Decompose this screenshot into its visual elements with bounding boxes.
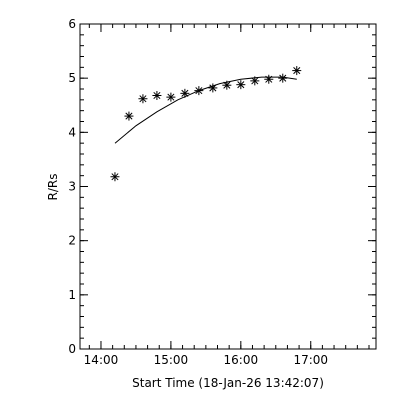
plot-frame [79, 23, 377, 350]
asterisk-marker [292, 66, 302, 76]
y-tick-label: 0 [68, 342, 76, 356]
asterisk-marker [124, 111, 134, 121]
x-axis-label: Start Time (18-Jan-26 13:42:07) [132, 376, 324, 390]
asterisk-marker [236, 80, 246, 90]
asterisk-marker [194, 86, 204, 96]
data-points-layer [110, 66, 302, 182]
asterisk-marker [138, 94, 148, 104]
asterisk-marker [208, 83, 218, 93]
asterisk-marker [110, 172, 120, 182]
asterisk-marker [264, 74, 274, 84]
y-tick-label: 2 [68, 234, 76, 248]
fit-line-layer [114, 76, 297, 144]
asterisk-marker [222, 80, 232, 90]
y-tick-label: 6 [68, 17, 76, 31]
y-tick-label: 5 [68, 71, 76, 85]
asterisk-marker [250, 76, 260, 86]
asterisk-marker [278, 73, 288, 83]
asterisk-marker [180, 88, 190, 98]
asterisk-marker [166, 92, 176, 102]
x-tick-labels: 14:00 15:00 16:00 17:00 [84, 353, 328, 367]
asterisk-marker [152, 91, 162, 100]
x-tick-label: 14:00 [84, 353, 119, 367]
x-tick-label: 16:00 [224, 353, 259, 367]
axis-ticks [80, 23, 376, 350]
x-tick-label: 15:00 [154, 353, 189, 367]
y-tick-label: 1 [68, 288, 76, 302]
x-tick-label: 17:00 [293, 353, 328, 367]
y-tick-labels: 0 1 2 3 4 5 6 [68, 17, 76, 356]
y-axis-label: R/Rs [46, 174, 60, 201]
fit-line [114, 76, 297, 144]
y-tick-label: 3 [68, 180, 76, 194]
y-tick-label: 4 [68, 125, 76, 139]
